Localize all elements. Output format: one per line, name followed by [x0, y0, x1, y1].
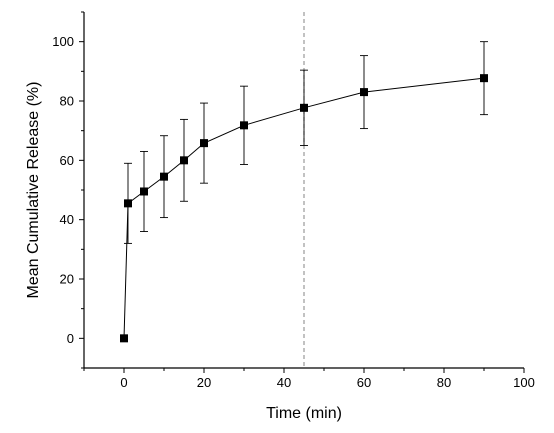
x-tick-label: 60	[357, 375, 371, 390]
y-tick-label: 20	[60, 272, 74, 287]
series-line	[123, 77, 485, 339]
x-tick-label: 20	[197, 375, 211, 390]
data-point	[124, 199, 132, 208]
y-tick-label: 60	[60, 153, 74, 168]
data-point	[360, 88, 368, 97]
data-point	[160, 172, 168, 181]
y-tick-label: 80	[60, 94, 74, 109]
x-tick-label: 80	[437, 375, 451, 390]
data-point	[200, 139, 208, 148]
x-tick-label: 100	[513, 375, 535, 390]
x-tick-label: 40	[277, 375, 291, 390]
y-tick-label: 100	[52, 34, 74, 49]
y-axis-label: Mean Cumulative Release (%)	[25, 82, 42, 299]
data-point	[300, 103, 308, 112]
y-tick-label: 40	[60, 212, 74, 227]
data-point	[140, 187, 148, 196]
data-point	[180, 156, 188, 165]
data-point	[240, 121, 248, 130]
data-point	[120, 334, 128, 343]
plot-area: 0 20 40 60 80 100 0 20 40 60 80 100	[52, 11, 535, 390]
x-axis-label: Time (min)	[266, 405, 342, 422]
x-tick-label: 0	[120, 375, 127, 390]
y-tick-label: 0	[67, 331, 74, 346]
data-point	[480, 74, 488, 83]
